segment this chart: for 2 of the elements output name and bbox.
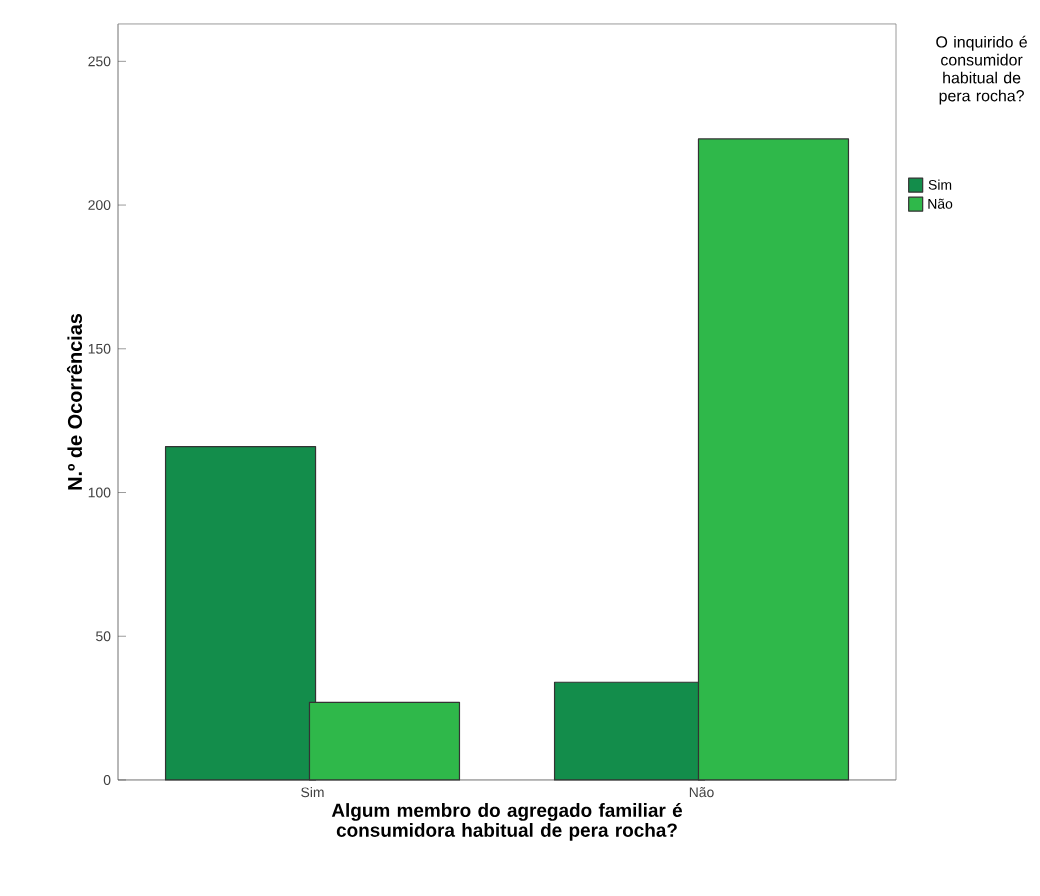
y-axis-title: N.º de Ocorrências bbox=[66, 313, 83, 490]
x-axis-title: Algum membro do agregado familiar é consumidora habitual de pera rocha? bbox=[331, 802, 682, 841]
